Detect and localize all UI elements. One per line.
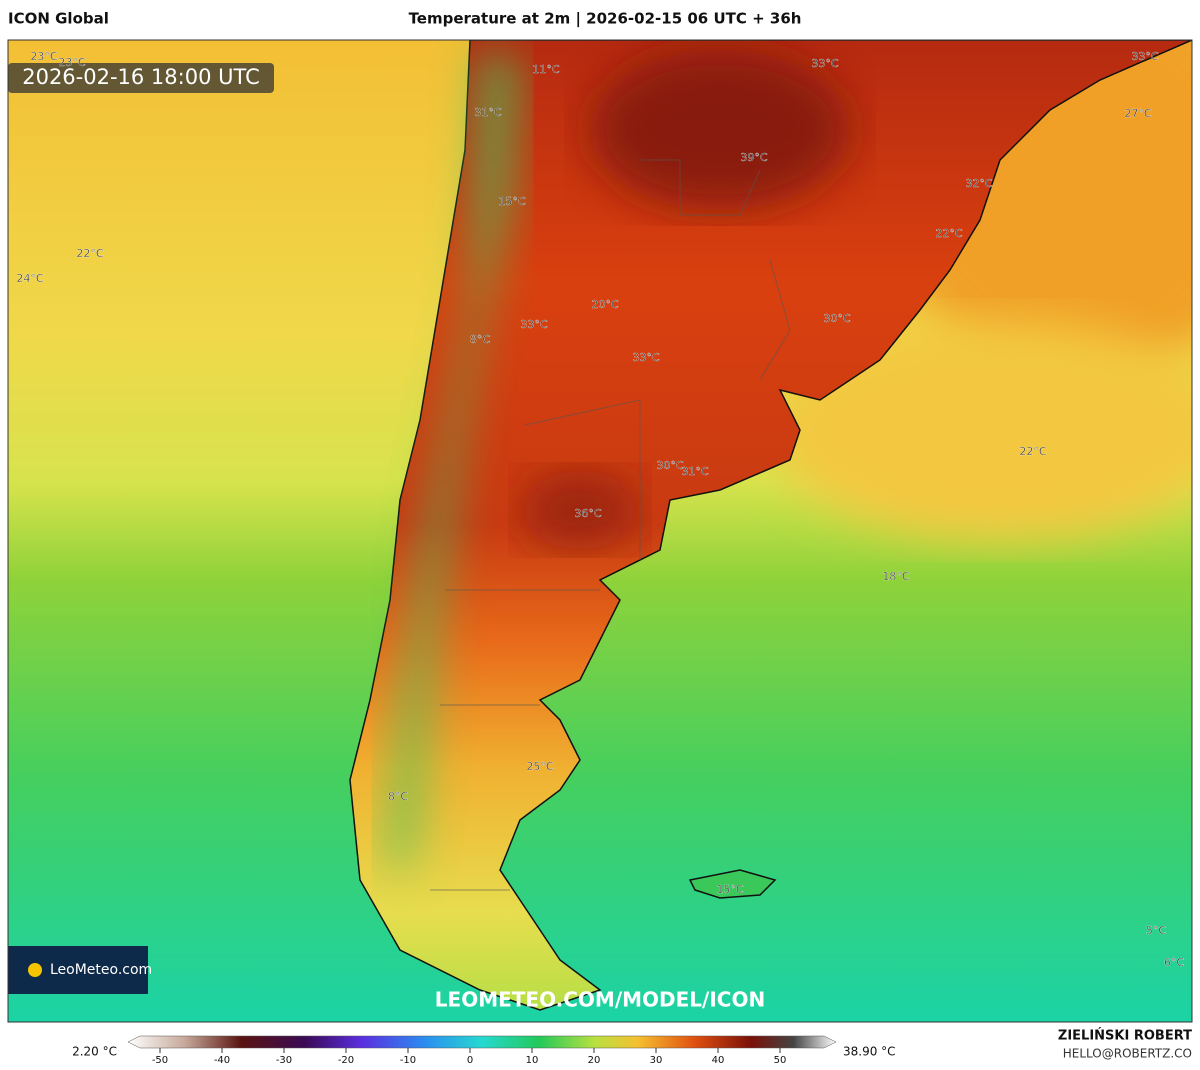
temperature-label: 33°C	[811, 57, 838, 70]
temperature-label: 32°C	[965, 177, 992, 190]
colorbar-tick-label: 0	[467, 1055, 473, 1066]
hot-spot	[520, 470, 640, 550]
andes	[385, 50, 520, 880]
temperature-label: 33°C	[1131, 50, 1158, 63]
borders	[430, 159, 791, 891]
colorbar-tick-label: -10	[400, 1055, 416, 1066]
land	[349, 40, 1192, 1011]
temperature-label: 18°C	[882, 570, 909, 583]
colorbar-tick-label: 40	[712, 1055, 725, 1066]
temperature-label: 23°C	[30, 50, 57, 63]
time-badge	[8, 63, 274, 93]
map-labels: 23°C 23°C 11°C 33°C 33°C 31°C 27°C 39°C 32°C 15°C…	[16, 50, 1184, 969]
email: HELLO@ROBERTZ.CO	[1063, 1047, 1192, 1061]
colorbar-max: 38.90 °C	[843, 1045, 896, 1059]
temperature-label: 24°C	[16, 272, 43, 285]
map-title: Temperature at 2m | 2026-02-15 06 UTC + …	[409, 10, 802, 29]
colorbar-tick-label: 20	[588, 1055, 601, 1066]
colorbar-tick-label: 50	[774, 1055, 787, 1066]
temperature-label: 8°C	[388, 790, 408, 803]
colorbar-tick-label: -40	[214, 1055, 230, 1066]
colorbar-tick-label: 30	[650, 1055, 663, 1066]
temperature-label: 15°C	[716, 883, 743, 896]
warm-ocean	[770, 320, 1192, 540]
temperature-label: 22°C	[935, 227, 962, 240]
logo-sun	[28, 963, 42, 977]
watermark: LEOMETEO.COM/MODEL/ICON	[435, 988, 765, 1012]
map: 2026-02-16 18:00 UTC 23°C 23°C 11°C 33°C 33°…	[8, 40, 1192, 1022]
temperature-label: 33°C	[632, 351, 659, 364]
colorbar-tick-label: 10	[526, 1055, 539, 1066]
colorbar-min: 2.20 °C	[72, 1045, 117, 1059]
temperature-label: 8°C	[470, 333, 490, 346]
logo: LeoMeteo.com	[50, 962, 152, 978]
colorbar-tick-label: -50	[152, 1055, 168, 1066]
temperature-label: 5°C	[1146, 924, 1166, 937]
temperature-label: 36°C	[574, 507, 601, 520]
temperature-label: 11°C	[532, 63, 559, 76]
colorbar-ticks: -50 -40 -30 -20 -10 0 10 20 30 40 50	[152, 1048, 787, 1066]
colorbar	[127, 1035, 837, 1049]
temperature-label: 15°C	[498, 195, 525, 208]
temperature-label: 27°C	[1124, 107, 1151, 120]
temperature-label: 25°C	[526, 760, 553, 773]
temperature-label: 22°C	[76, 247, 103, 260]
valid-time: 2026-02-16 18:00 UTC	[22, 65, 260, 89]
temperature-label: 6°C	[1164, 956, 1184, 969]
temperature-label: 39°C	[740, 151, 767, 164]
colorbar-tick-label: -20	[338, 1055, 354, 1066]
temperature-label: 30°C	[656, 459, 683, 472]
temperature-label: 31°C	[474, 106, 501, 119]
temperature-label: 23°C	[58, 56, 85, 69]
map-frame	[7, 39, 1193, 1023]
hot-spot	[590, 50, 850, 210]
colorbar-tick-label: -30	[276, 1055, 292, 1066]
model-name: ICON Global	[8, 10, 109, 28]
author: ZIELIŃSKI ROBERT	[1058, 1028, 1192, 1044]
temperature-label: 20°C	[591, 298, 618, 311]
islands	[688, 869, 777, 899]
temperature-label: 33°C	[520, 318, 547, 331]
temperature-label: 30°C	[823, 312, 850, 325]
temperature-label: 22°C	[1019, 445, 1046, 458]
temperature-label: 31°C	[681, 465, 708, 478]
